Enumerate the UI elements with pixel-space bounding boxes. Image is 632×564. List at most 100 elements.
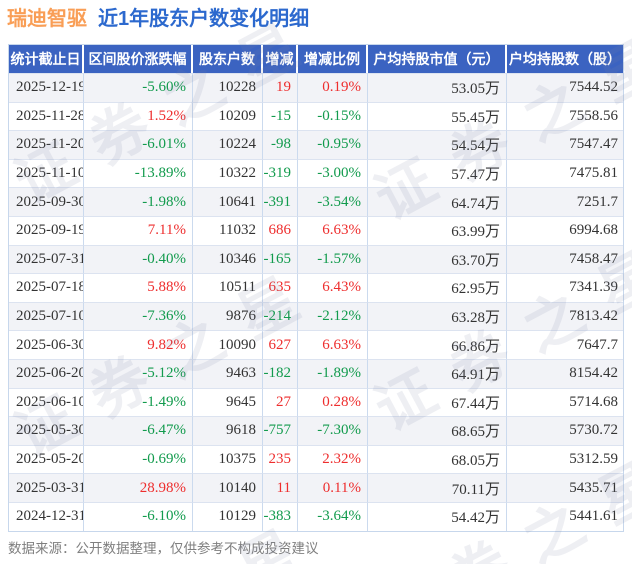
table-row: 2025-07-10 -7.36% 9876 -214 -2.12% 63.28万 7813… [9,301,623,331]
table-cell: 5714.68 [507,387,623,417]
table-cell: 9645 [193,387,263,417]
table-cell: 10375 [193,444,263,474]
table-row: 2025-06-20 -5.12% 9463 -182 -1.89% 64.91万 8154… [9,358,623,388]
table-cell: -0.40% [84,244,193,274]
table-cell: 19 [263,73,298,102]
table-cell: 686 [263,215,298,245]
table-cell: 9876 [193,301,263,331]
table-cell: 63.99万 [368,215,507,245]
table-body: 2025-12-19 -5.60% 10228 19 0.19% 53.05万 7544.5… [9,73,623,531]
table-cell: 5435.71 [507,473,623,502]
table-cell: 62.95万 [368,273,507,302]
table-cell: 11032 [193,215,263,245]
table-cell: 63.70万 [368,244,507,274]
table-cell: -1.57% [298,244,368,274]
table-cell: 11 [263,473,298,502]
table-cell: -15 [263,101,298,131]
table-cell: -2.12% [298,301,368,331]
table-cell: 67.44万 [368,387,507,417]
stock-name: 瑞迪智驱 [7,8,87,30]
table-cell: 7251.7 [507,187,623,216]
table-cell: -7.30% [298,416,368,445]
table-cell: 7544.52 [507,73,623,102]
table-cell: -182 [263,358,298,388]
table-cell: 54.54万 [368,130,507,159]
table-cell: 57.47万 [368,158,507,188]
table-row: 2025-07-18 5.88% 10511 635 6.43% 62.95万 7341.3… [9,273,623,302]
table-cell: 7547.47 [507,130,623,159]
table-cell: 28.98% [84,473,193,502]
table-cell: 68.65万 [368,416,507,445]
table-cell: 53.05万 [368,73,507,102]
table-cell: 2025-11-10 [9,158,84,188]
table-cell: 7475.81 [507,158,623,188]
table-cell: 8154.42 [507,358,623,388]
column-header-avg-value: 户均持股市值（元） [368,45,507,73]
table-cell: 55.45万 [368,101,507,131]
table-cell: 2025-06-10 [9,387,84,417]
table-cell: 627 [263,330,298,359]
table-cell: 2025-07-18 [9,273,84,302]
table-cell: -0.69% [84,444,193,474]
table-cell: 66.86万 [368,330,507,359]
table-cell: 10224 [193,130,263,159]
table-cell: 10322 [193,158,263,188]
page-title: 瑞迪智驱 近1年股东户数变化明细 [7,6,309,32]
column-header-date: 统计截止日 [9,45,84,73]
table-row: 2025-12-19 -5.60% 10228 19 0.19% 53.05万 7544.5… [9,73,623,102]
table-cell: 7558.56 [507,101,623,131]
shareholder-table: 统计截止日 区间股价涨跌幅 股东户数 增减 增减比例 户均持股市值（元） 户均持… [8,44,624,532]
table-cell: -165 [263,244,298,274]
table-cell: 2025-05-30 [9,416,84,445]
table-cell: -0.95% [298,130,368,159]
table-cell: 2.32% [298,444,368,474]
table-cell: 10228 [193,73,263,102]
data-source-note: 数据来源：公开数据整理，仅供参考不构成投资建议 [8,541,319,556]
table-cell: -6.47% [84,416,193,445]
table-cell: 1.52% [84,101,193,131]
table-row: 2025-09-19 7.11% 11032 686 6.63% 63.99万 6994.6… [9,215,623,245]
table-cell: 235 [263,444,298,474]
column-header-delta-pct: 增减比例 [298,45,368,73]
table-cell: -1.98% [84,187,193,216]
table-cell: 7458.47 [507,244,623,274]
table-cell: 2025-06-30 [9,330,84,359]
table-cell: 7.11% [84,215,193,245]
table-cell: -391 [263,187,298,216]
table-cell: -5.60% [84,73,193,102]
table-cell: 0.11% [298,473,368,502]
table-cell: 2025-12-19 [9,73,84,102]
table-cell: -3.54% [298,187,368,216]
table-row: 2025-06-30 9.82% 10090 627 6.63% 66.86万 7647.7 [9,330,623,359]
table-cell: 2024-12-31 [9,501,84,531]
table-cell: 10090 [193,330,263,359]
column-header-holders: 股东户数 [193,45,263,73]
table-cell: 2025-11-28 [9,101,84,131]
table-cell: 5441.61 [507,501,623,531]
table-header-row: 统计截止日 区间股价涨跌幅 股东户数 增减 增减比例 户均持股市值（元） 户均持… [9,45,623,73]
table-cell: -757 [263,416,298,445]
table-row: 2025-05-30 -6.47% 9618 -757 -7.30% 68.65万 5730… [9,416,623,445]
table-cell: -0.15% [298,101,368,131]
table-cell: -214 [263,301,298,331]
table-cell: 5730.72 [507,416,623,445]
table-cell: 7341.39 [507,273,623,302]
table-cell: 2025-03-31 [9,473,84,502]
table-cell: 10346 [193,244,263,274]
table-row: 2025-05-20 -0.69% 10375 235 2.32% 68.05万 5312.… [9,444,623,474]
table-row: 2025-03-31 28.98% 10140 11 0.11% 70.11万 5435.7… [9,473,623,502]
table-cell: -5.12% [84,358,193,388]
table-cell: 10129 [193,501,263,531]
table-cell: 5.88% [84,273,193,302]
table-cell: 9618 [193,416,263,445]
table-cell: 2025-06-20 [9,358,84,388]
table-cell: -3.64% [298,501,368,531]
table-cell: -319 [263,158,298,188]
table-cell: -3.00% [298,158,368,188]
table-cell: 2025-09-19 [9,215,84,245]
table-cell: 2025-09-30 [9,187,84,216]
table-cell: 2025-07-10 [9,301,84,331]
table-row: 2025-07-31 -0.40% 10346 -165 -1.57% 63.70万 745… [9,244,623,274]
column-header-delta: 增减 [263,45,298,73]
table-cell: 2025-11-20 [9,130,84,159]
